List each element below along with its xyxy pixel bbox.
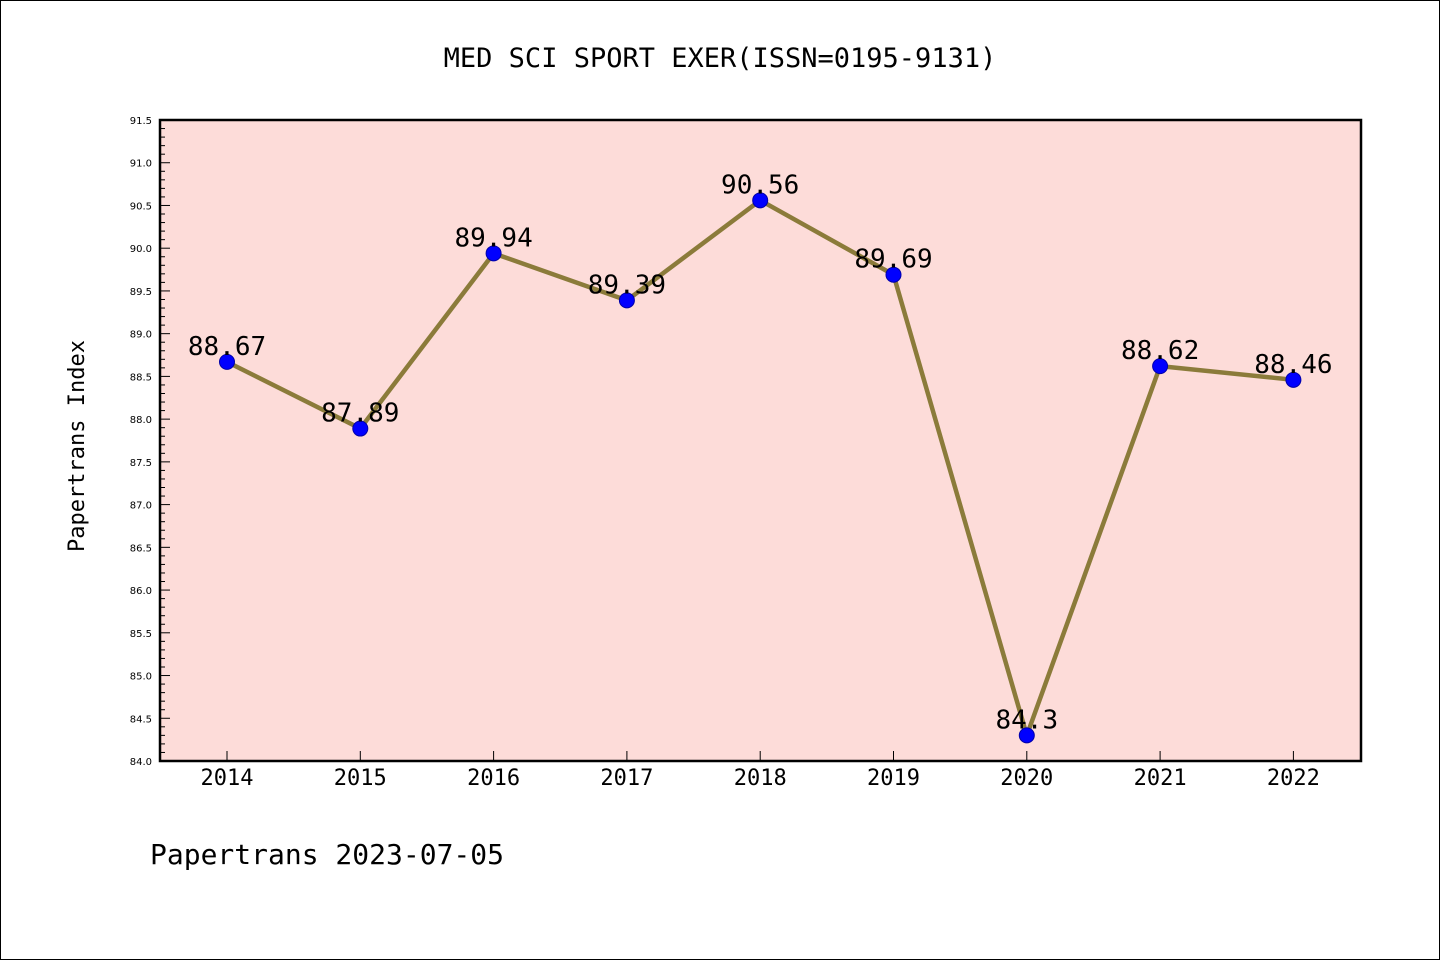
- y-tick-label: 90.5: [130, 201, 152, 212]
- x-tick-label: 2022: [1267, 766, 1320, 791]
- y-tick-label: 86.5: [130, 543, 152, 554]
- data-point: [1152, 358, 1169, 375]
- data-point: [219, 353, 235, 370]
- data-label: 88.62: [1121, 336, 1199, 366]
- data-label: 87.89: [321, 399, 399, 429]
- y-tick-label: 84.5: [130, 714, 152, 725]
- y-tick-label: 85.0: [130, 672, 152, 683]
- x-tick-label: 2014: [201, 766, 254, 791]
- x-tick-label: 2021: [1134, 766, 1187, 791]
- data-point: [1285, 371, 1302, 388]
- y-tick-label: 85.5: [130, 629, 152, 640]
- x-tick-label: 2020: [1000, 766, 1053, 791]
- data-label: 88.46: [1254, 350, 1332, 380]
- plot-border: [158, 118, 1363, 763]
- y-tick-label: 89.0: [130, 330, 152, 341]
- x-tick-label: 2015: [334, 766, 387, 791]
- chart-title: MED SCI SPORT EXER(ISSN=0195-9131): [444, 43, 997, 74]
- data-label: 84.3: [995, 705, 1058, 735]
- footer-stamp: Papertrans 2023-07-05: [150, 838, 504, 871]
- data-point: [885, 266, 902, 283]
- data-points: [219, 192, 1302, 744]
- y-tick-label: 88.5: [130, 372, 152, 383]
- y-tick-label: 90.0: [130, 244, 152, 255]
- data-labels: 88.67 87.89 89.94 89.39 90.56 89.69 84.3 88.62 8…: [188, 170, 1333, 735]
- data-point: [752, 192, 769, 209]
- y-tick-label: 86.0: [130, 586, 152, 597]
- data-point: [1018, 727, 1035, 744]
- data-point: [352, 420, 369, 437]
- x-axis: 2014 2015 2016 2017 2018 2019 2020 2021 2022: [201, 751, 1320, 791]
- data-label: 89.39: [588, 270, 666, 300]
- data-label: 90.56: [721, 170, 799, 200]
- data-point: [485, 245, 502, 262]
- x-tick-label: 2016: [467, 766, 520, 791]
- y-tick-label: 91.0: [130, 159, 152, 170]
- y-tick-label: 91.5: [130, 116, 152, 127]
- x-tick-label: 2019: [867, 766, 920, 791]
- data-label: 88.67: [188, 332, 266, 362]
- y-tick-label: 84.0: [130, 757, 152, 768]
- y-tick-label: 88.0: [130, 415, 152, 426]
- data-point: [618, 292, 635, 309]
- y-tick-label: 87.5: [130, 458, 152, 469]
- x-tick-label: 2018: [734, 766, 787, 791]
- data-label: 89.94: [454, 223, 532, 253]
- y-tick-label: 87.0: [130, 501, 152, 512]
- plot-area: [160, 120, 1361, 761]
- y-axis-label: Papertrans Index: [65, 340, 90, 552]
- x-tick-label: 2017: [600, 766, 653, 791]
- data-label: 89.69: [854, 245, 932, 275]
- y-tick-label: 89.5: [130, 287, 152, 298]
